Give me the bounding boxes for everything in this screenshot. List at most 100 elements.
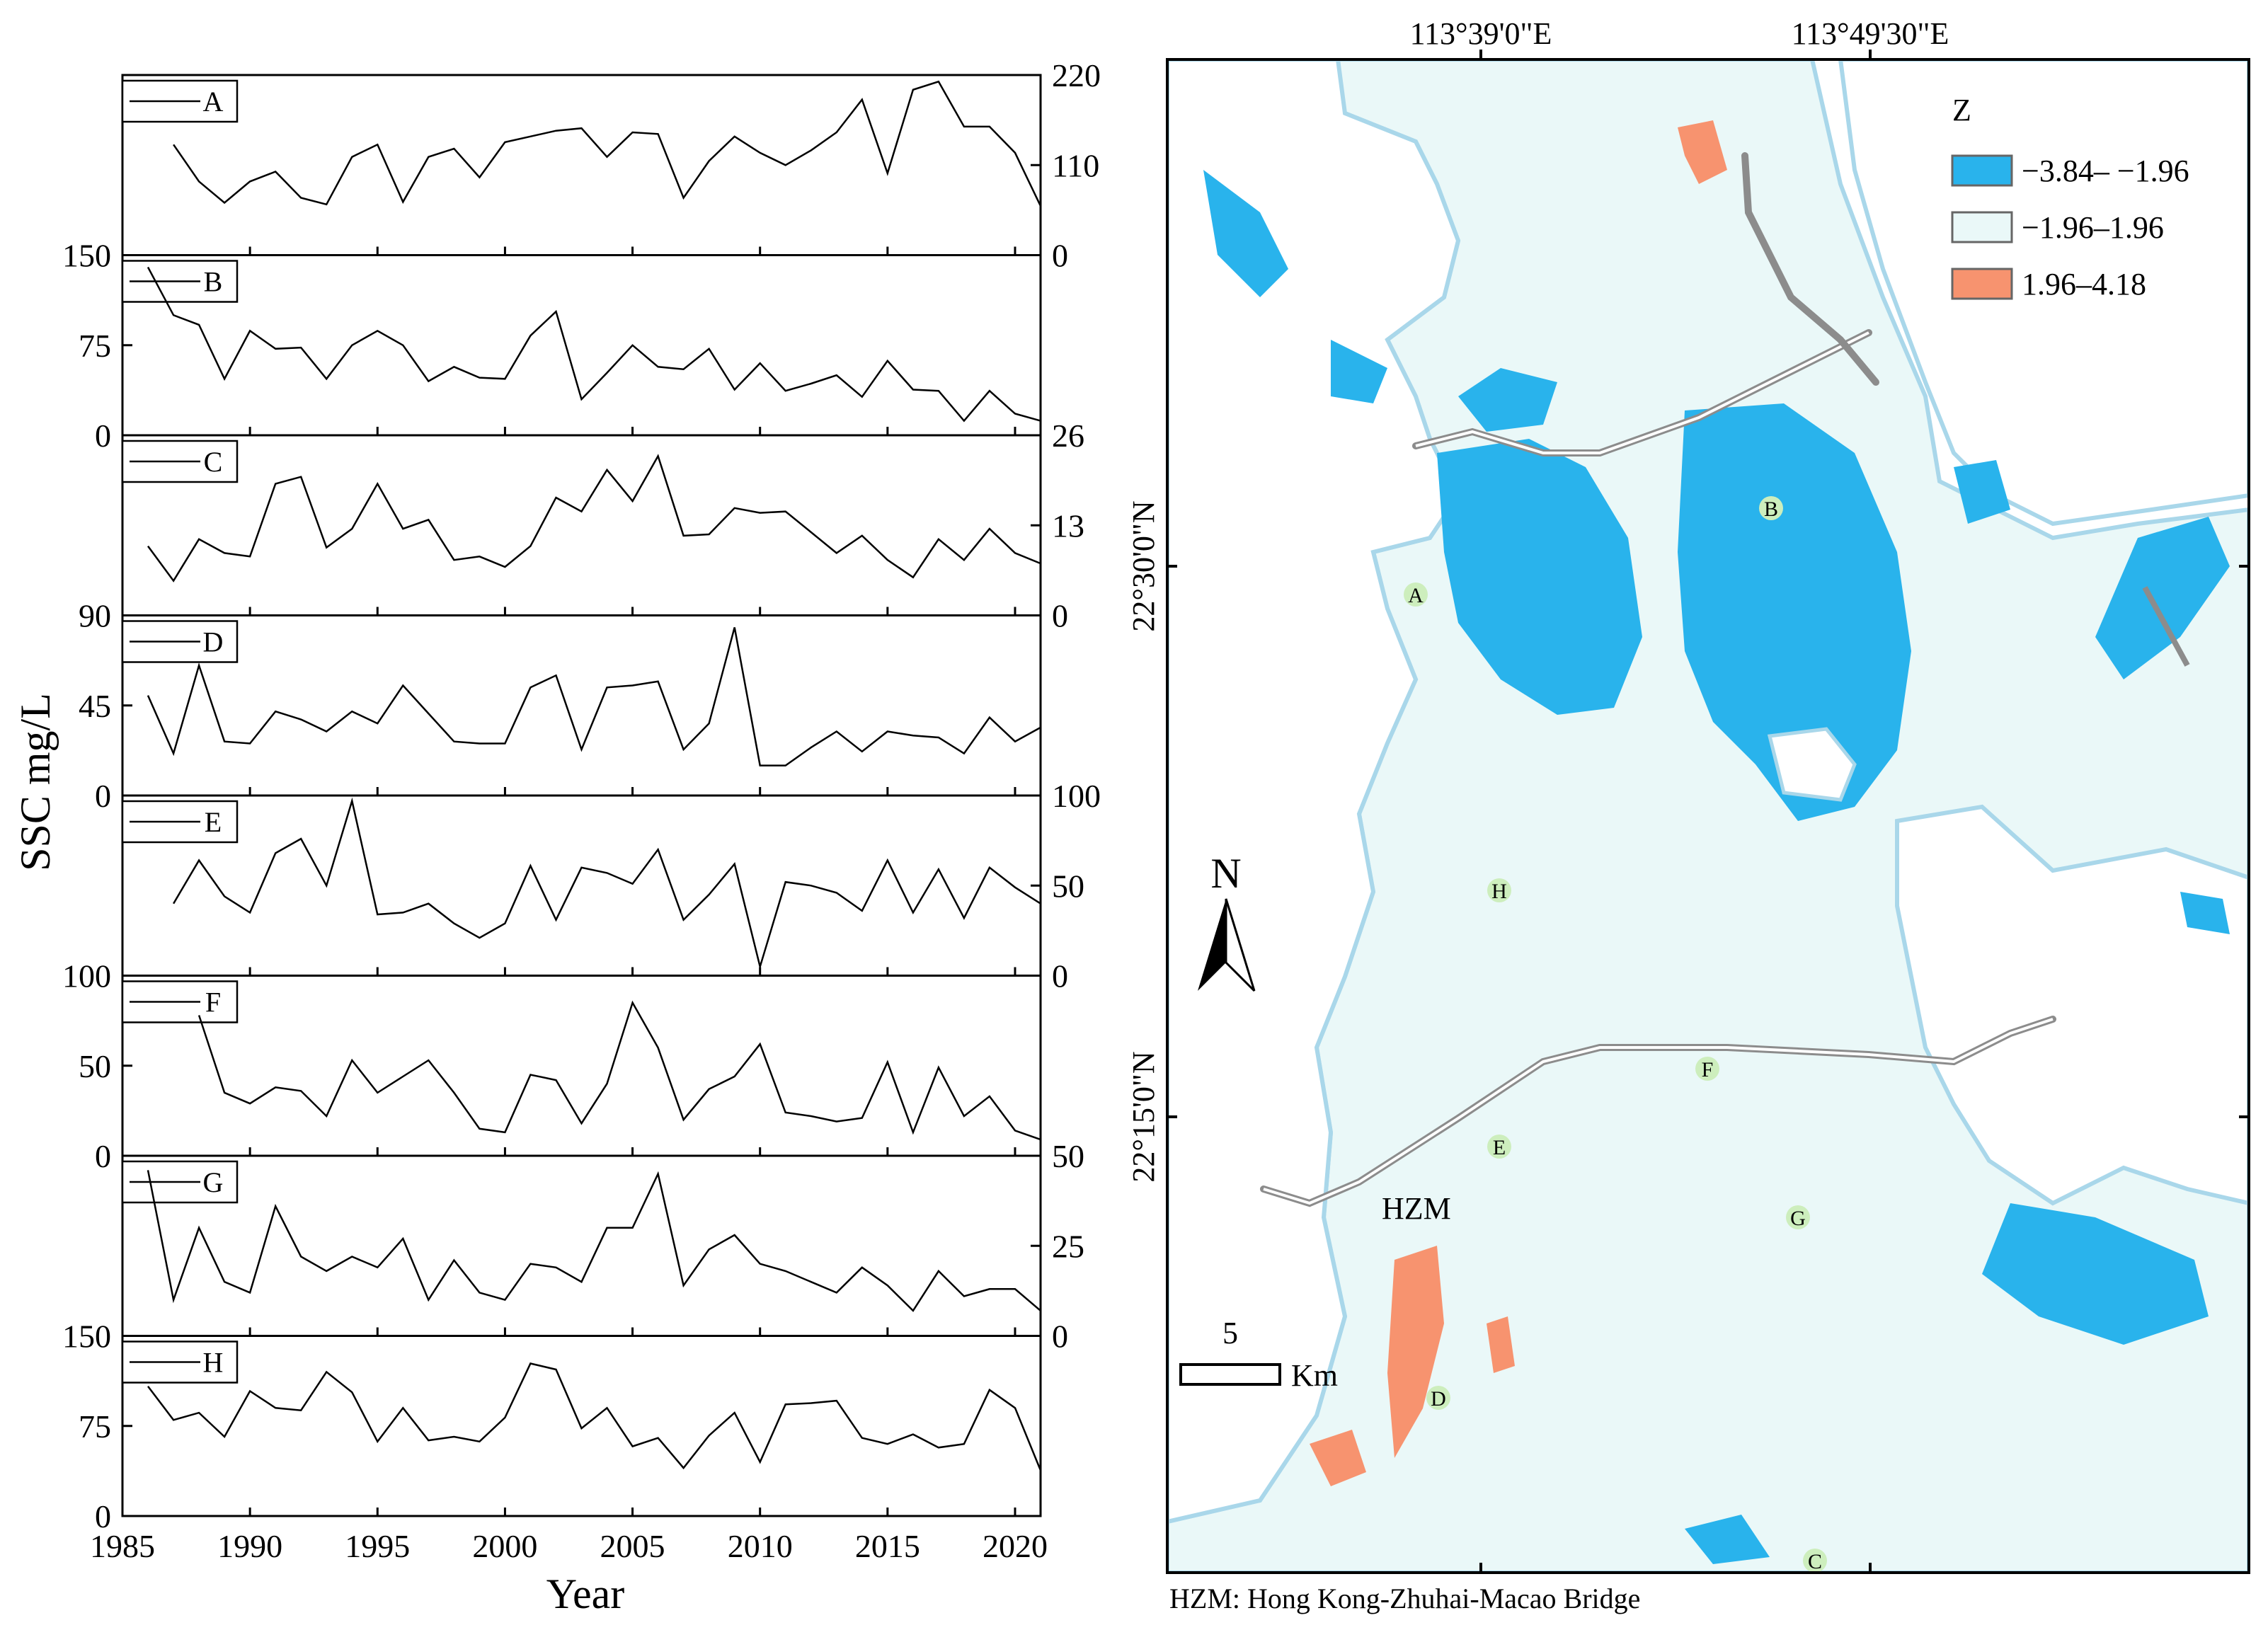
east-coast-lower	[1895, 804, 2249, 1206]
legend-label-D: D	[203, 626, 224, 658]
positive-z-zones	[1310, 120, 1727, 1486]
legend-label-C: C	[204, 446, 223, 478]
site-B: B	[1759, 496, 1783, 521]
site-C: C	[1803, 1549, 1827, 1573]
legend-label-F: F	[205, 987, 221, 1018]
y-tick-label: 150	[62, 1319, 111, 1355]
svg-text:B: B	[1764, 498, 1778, 521]
y-tick-label: 0	[95, 778, 111, 814]
island	[1767, 727, 1857, 802]
y-tick-label: 0	[1052, 598, 1068, 634]
site-E: E	[1487, 1135, 1511, 1159]
panel-B: 150 75 0 B	[62, 238, 1042, 454]
y-tick-label: 50	[79, 1048, 111, 1084]
bridge-hzm-inner	[1263, 1018, 2054, 1205]
longitude-label-2: 113°49'30"E	[1792, 16, 1949, 51]
y-tick-label: 13	[1052, 507, 1084, 544]
y-tick-label: 0	[1052, 238, 1068, 274]
z-score-map: A B C D E F G H HZM N 5 Km	[1126, 16, 2250, 1614]
legend-label-H: H	[203, 1347, 224, 1379]
series-line-B	[147, 266, 1041, 423]
svg-text:Km: Km	[1291, 1358, 1338, 1393]
site-F: F	[1695, 1057, 1719, 1081]
site-D: D	[1426, 1386, 1450, 1411]
y-tick-label: 0	[95, 1138, 111, 1174]
y-tick-label: 75	[79, 328, 111, 364]
x-tick-label: 2010	[728, 1528, 793, 1564]
site-H: H	[1487, 878, 1511, 903]
north-arrow-icon: N	[1198, 850, 1256, 992]
svg-text:H: H	[1491, 880, 1507, 903]
svg-text:N: N	[1210, 850, 1241, 897]
panel-D: 90 45 0 D	[79, 598, 1042, 814]
legend-label-G: G	[203, 1166, 224, 1198]
panel-frame	[121, 254, 1042, 437]
ssc-timeseries-chart: 220 110 0 A 150 75 0 B 26 13 0 C 90 45 0 D 100 50 0 E 100 50 0…	[62, 57, 1101, 1564]
y-tick-label: 220	[1052, 57, 1101, 93]
panel-frame	[121, 614, 1042, 797]
y-axis-label: SSC mg/L	[12, 693, 59, 871]
scale-bar: 5 Km	[1179, 1316, 1338, 1393]
panel-frame	[121, 1335, 1042, 1517]
series-line-G	[147, 1170, 1041, 1312]
panel-frame	[121, 1154, 1042, 1337]
svg-text:Z: Z	[1952, 93, 1971, 127]
svg-text:−1.96–1.96: −1.96–1.96	[2022, 210, 2164, 245]
sampling-sites: A B C D E F G H	[1404, 496, 1827, 1573]
latitude-label-2: 22°15'0"N	[1126, 1051, 1161, 1182]
legend-swatch-negative	[1951, 154, 2013, 187]
legend-label-E: E	[205, 806, 222, 838]
y-tick-label: 100	[1052, 778, 1101, 814]
panel-frame	[121, 74, 1042, 256]
panel-H: 150 75 0 H	[62, 1319, 1042, 1534]
panel-F: 100 50 0 F	[62, 958, 1042, 1174]
legend-label-A: A	[203, 86, 224, 117]
svg-text:D: D	[1431, 1387, 1446, 1411]
y-tick-label: 100	[62, 958, 111, 994]
series-line-H	[147, 1362, 1042, 1471]
series-line-D	[147, 627, 1041, 766]
bridge-east	[2142, 586, 2190, 667]
panel-A: 220 110 0 A	[121, 57, 1101, 274]
panel-frame	[121, 794, 1042, 977]
y-tick-label: 25	[1052, 1228, 1084, 1264]
map-legend: Z −3.84– −1.96 −1.96–1.96 1.96–4.18	[1951, 93, 2189, 302]
negative-z-zones	[1203, 170, 2230, 1564]
y-tick-label: 0	[95, 1498, 111, 1534]
panel-E: 100 50 0 E	[121, 778, 1101, 994]
x-axis-label: Year	[546, 1571, 625, 1617]
x-tick-label: 2005	[600, 1528, 665, 1564]
longitude-label-1: 113°39'0"E	[1410, 16, 1552, 51]
bridge-shenzhen	[1741, 152, 1879, 386]
svg-text:F: F	[1702, 1058, 1714, 1081]
svg-text:E: E	[1493, 1136, 1506, 1159]
svg-text:5: 5	[1222, 1316, 1238, 1350]
latitude-label-1: 22°30'0"N	[1126, 500, 1161, 631]
series-line-E	[173, 797, 1041, 970]
panel-frame	[121, 975, 1042, 1157]
y-tick-label: 150	[62, 238, 111, 274]
y-tick-label: 90	[79, 598, 111, 634]
series-line-C	[147, 454, 1041, 582]
svg-text:−3.84– −1.96: −3.84– −1.96	[2022, 154, 2189, 188]
x-tick-label: 1995	[345, 1528, 410, 1564]
y-tick-label: 110	[1052, 147, 1099, 183]
legend-swatch-positive	[1951, 268, 2013, 300]
svg-text:1.96–4.18: 1.96–4.18	[2022, 267, 2146, 302]
y-tick-label: 0	[1052, 1319, 1068, 1355]
y-tick-label: 45	[79, 688, 111, 724]
series-line-F	[197, 1000, 1041, 1141]
bridge-upper-inner	[1415, 331, 1869, 454]
svg-text:A: A	[1408, 584, 1424, 607]
map-footnote: HZM: Hong Kong-Zhuhai-Macao Bridge	[1169, 1583, 1640, 1614]
bridge-label: HZM	[1382, 1191, 1451, 1226]
x-tick-label: 2020	[983, 1528, 1048, 1564]
svg-text:C: C	[1808, 1550, 1822, 1573]
panel-C: 26 13 0 C	[121, 418, 1084, 634]
site-G: G	[1786, 1205, 1810, 1230]
x-tick-label: 1990	[217, 1528, 282, 1564]
y-tick-label: 26	[1052, 418, 1084, 454]
series-line-A	[173, 80, 1042, 207]
x-tick-label: 2015	[855, 1528, 920, 1564]
